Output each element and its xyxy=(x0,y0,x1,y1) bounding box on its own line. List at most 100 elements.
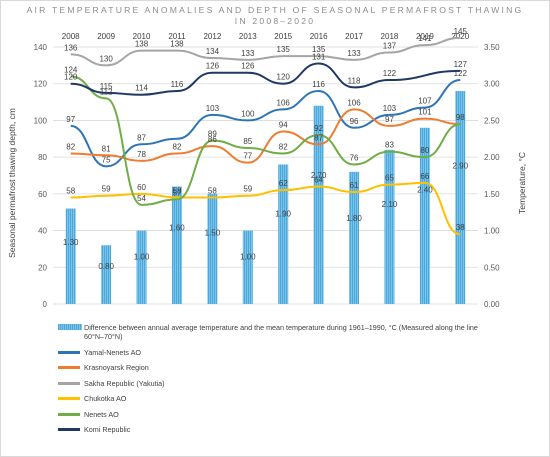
bar-2019 xyxy=(419,127,430,305)
y-axis-label-left: Seasonal permafrost thawing depth, cm xyxy=(7,108,17,258)
legend-item-nenets: Nenets AO xyxy=(58,410,498,419)
legend-label-sakha: Sakha Republic (Yakutia) xyxy=(84,378,165,388)
point-label-4-2009: 112 xyxy=(100,87,113,96)
point-label-2-2019: 141 xyxy=(418,34,432,43)
point-label-2-2015: 135 xyxy=(277,45,291,54)
x-tick-2015: 2015 xyxy=(274,32,292,41)
point-label-5-2017: 118 xyxy=(348,76,361,85)
x-tick-2013: 2013 xyxy=(239,32,257,41)
point-label-2-2011: 138 xyxy=(170,40,184,49)
point-label-0-2010: 87 xyxy=(137,133,146,142)
legend-swatch-komi xyxy=(58,428,80,431)
y-tick-right-3: 1.50 xyxy=(484,190,500,199)
legend-item-komi: Komi Republic xyxy=(58,425,498,434)
bar-2015 xyxy=(278,164,289,304)
point-label-5-2020: 127 xyxy=(454,60,468,69)
legend-swatch-yamal-nenets xyxy=(58,350,80,354)
legend-swatch-chukotka xyxy=(58,397,80,400)
legend-label-yamal-nenets: Yamal-Nenets AO xyxy=(84,347,141,357)
point-label-3-2013: 59 xyxy=(243,185,252,194)
bar-label-2012: 1.50 xyxy=(205,228,221,237)
bar-label-2017: 1.80 xyxy=(346,214,362,223)
x-tick-2012: 2012 xyxy=(203,32,221,41)
point-label-2-2020: 145 xyxy=(454,27,468,36)
bar-label-2010: 1.00 xyxy=(134,252,150,261)
y-tick-right-0: 0.00 xyxy=(484,300,500,309)
x-tick-2008: 2008 xyxy=(62,32,80,41)
point-label-2-2017: 133 xyxy=(347,49,361,58)
y-tick-left-120: 120 xyxy=(34,80,48,89)
point-label-4-2016: 92 xyxy=(314,124,323,133)
x-tick-2019: 2019 xyxy=(416,32,434,41)
legend-swatch-sakha xyxy=(58,381,80,385)
point-label-4-2013: 85 xyxy=(243,137,252,146)
point-label-3-2011: 58 xyxy=(173,187,182,196)
point-label-0-2009: 75 xyxy=(102,155,111,164)
point-label-1-2010: 78 xyxy=(137,150,146,159)
point-label-3-2019: 66 xyxy=(420,172,429,181)
y-tick-left-80: 80 xyxy=(38,153,47,162)
y-tick-left-60: 60 xyxy=(38,190,47,199)
point-label-0-2013: 100 xyxy=(241,109,255,118)
y-tick-left-20: 20 xyxy=(38,263,47,272)
point-label-0-2018: 103 xyxy=(383,104,397,113)
point-label-2-2016: 135 xyxy=(312,45,326,54)
point-label-1-2019: 101 xyxy=(418,108,432,117)
bar-label-2015: 1.90 xyxy=(275,209,291,218)
x-tick-2011: 2011 xyxy=(168,32,186,41)
point-label-4-2019: 80 xyxy=(420,146,429,155)
point-label-2-2009: 130 xyxy=(99,54,113,63)
legend-item-krasnoyarsk: Krasnoyarsk Region xyxy=(58,363,498,372)
point-label-3-2008: 58 xyxy=(66,187,75,196)
bar-2018 xyxy=(384,149,395,304)
point-label-1-2016: 87 xyxy=(314,133,323,142)
point-label-1-2017: 106 xyxy=(347,98,361,107)
y-axis-label-right: Temperature, °C xyxy=(517,152,527,214)
legend-label-komi: Komi Republic xyxy=(84,425,131,434)
point-label-2-2013: 133 xyxy=(241,49,255,58)
legend-label-krasnoyarsk: Krasnoyarsk Region xyxy=(84,363,149,372)
point-label-4-2018: 83 xyxy=(385,141,394,150)
point-label-4-2012: 89 xyxy=(208,130,217,139)
x-tick-2009: 2009 xyxy=(97,32,115,41)
point-label-1-2018: 97 xyxy=(385,115,394,124)
point-label-5-2012: 126 xyxy=(206,62,220,71)
point-label-5-2015: 120 xyxy=(277,73,291,82)
point-label-0-2020: 122 xyxy=(454,69,468,78)
series-line-4 xyxy=(70,75,461,206)
y-tick-left-140: 140 xyxy=(34,43,48,52)
y-tick-right-6: 3.00 xyxy=(484,80,500,89)
y-tick-left-40: 40 xyxy=(38,227,47,236)
bar-label-2019: 2.40 xyxy=(417,185,433,194)
point-label-1-2012: 86 xyxy=(208,135,217,144)
y-tick-right-2: 1.00 xyxy=(484,227,500,236)
point-label-0-2019: 107 xyxy=(418,97,432,106)
bar-label-2009: 0.80 xyxy=(98,262,114,271)
series-line-2 xyxy=(70,36,461,67)
point-label-2-2008: 136 xyxy=(64,43,78,52)
chart-title: AIR TEMPERATURE ANOMALIES AND DEPTH OF S… xyxy=(26,5,524,15)
bar-2010 xyxy=(136,230,147,304)
bar-label-2008: 1.30 xyxy=(63,238,79,247)
point-label-1-2013: 77 xyxy=(243,152,252,161)
point-label-5-2009: 115 xyxy=(100,82,113,91)
x-tick-2017: 2017 xyxy=(345,32,363,41)
bar-label-2018: 2.10 xyxy=(382,200,398,209)
chart-subtitle: IN 2008–2020 xyxy=(234,16,316,26)
point-label-1-2009: 81 xyxy=(102,144,111,153)
point-label-3-2017: 61 xyxy=(350,181,359,190)
point-label-2-2018: 137 xyxy=(383,42,397,51)
point-label-3-2016: 64 xyxy=(314,176,323,185)
y-tick-left-0: 0 xyxy=(43,300,48,309)
point-label-4-2015: 82 xyxy=(279,142,288,151)
point-label-3-2009: 59 xyxy=(102,185,111,194)
legend-label-bars: Difference between annual average temper… xyxy=(84,323,478,341)
y-tick-left-100: 100 xyxy=(34,116,48,125)
legend: Difference between annual average temper… xyxy=(58,323,498,441)
x-tick-2016: 2016 xyxy=(310,32,328,41)
point-label-4-2017: 76 xyxy=(350,153,359,162)
bar-2012 xyxy=(207,193,218,304)
bar-2017 xyxy=(349,171,360,304)
bar-2011 xyxy=(171,186,182,304)
